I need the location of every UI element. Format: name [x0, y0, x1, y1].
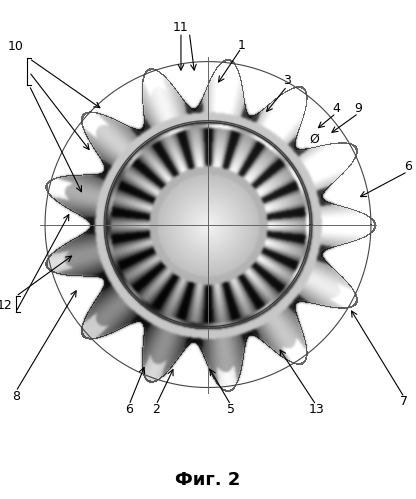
Text: 3: 3: [283, 74, 291, 87]
Text: 8: 8: [12, 390, 20, 403]
Text: 13: 13: [308, 403, 324, 416]
Text: 5: 5: [227, 403, 235, 416]
Text: 4: 4: [332, 102, 340, 115]
Text: 6: 6: [125, 403, 133, 416]
Text: 7: 7: [400, 395, 409, 409]
Text: 11: 11: [173, 21, 189, 34]
Text: 9: 9: [355, 102, 362, 115]
Text: 1: 1: [238, 39, 245, 52]
Text: Фиг. 2: Фиг. 2: [175, 471, 241, 489]
Text: 6: 6: [404, 160, 411, 173]
Text: 2: 2: [152, 403, 160, 416]
Text: Ø: Ø: [309, 133, 319, 146]
Text: 12: 12: [0, 299, 12, 312]
Text: 10: 10: [8, 40, 24, 53]
